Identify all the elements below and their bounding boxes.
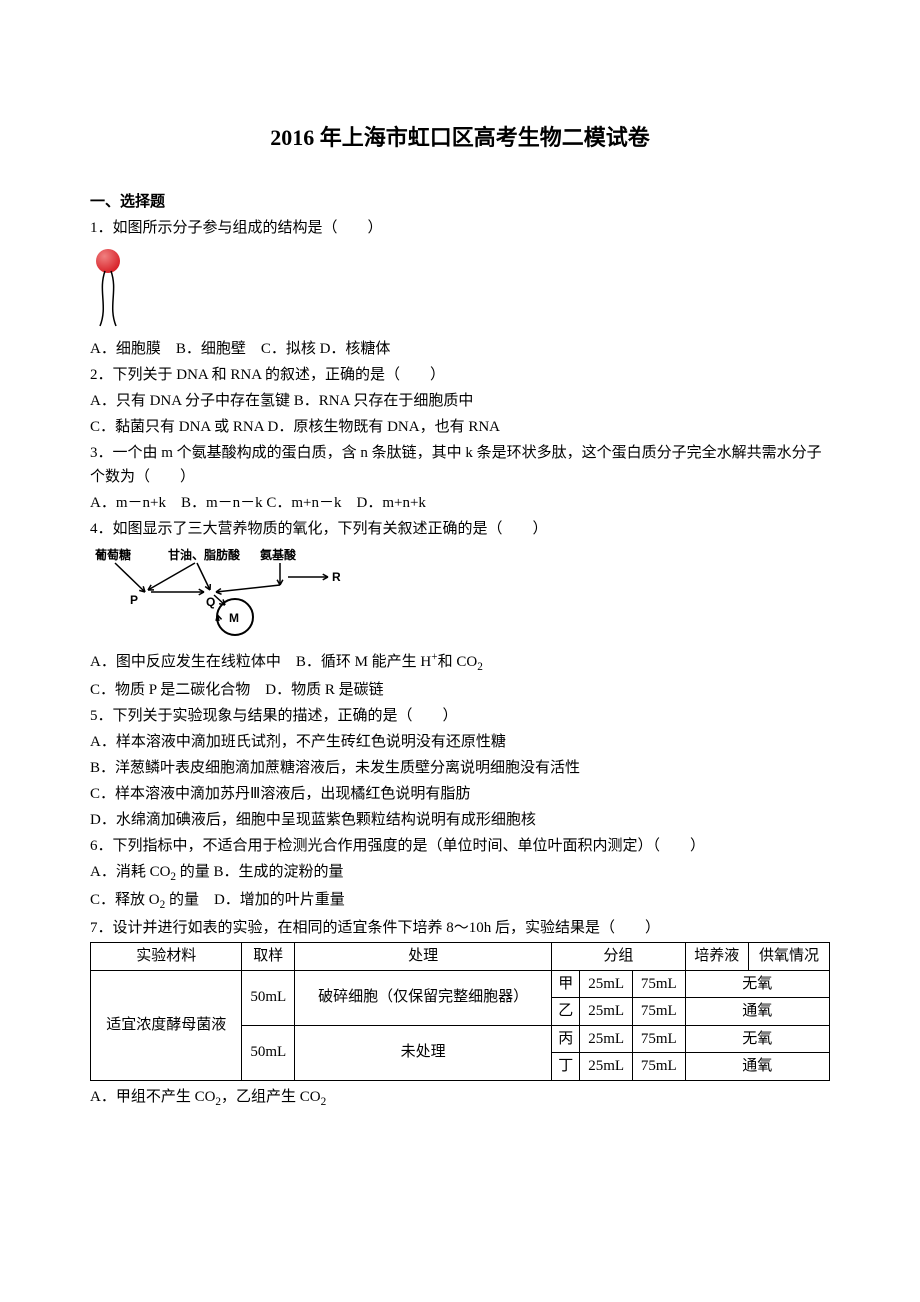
metabolism-diagram-icon: 葡萄糖 甘油、脂肪酸 氨基酸 P Q R M	[90, 547, 345, 642]
q5-opt-c: C．样本溶液中滴加苏丹Ⅲ溶液后，出现橘红色说明有脂肪	[90, 782, 830, 806]
cell-vol1: 25mL	[580, 1053, 633, 1081]
page-title: 2016 年上海市虹口区高考生物二模试卷	[90, 120, 830, 155]
table-row: 适宜浓度酵母菌液 50mL 破碎细胞（仅保留完整细胞器） 甲 25mL 75mL…	[91, 970, 830, 998]
q4-opt-cd: C．物质 P 是二碳化合物 D．物质 R 是碳链	[90, 678, 830, 702]
cell-treat: 未处理	[295, 1025, 552, 1080]
cell-vol2: 75mL	[632, 1025, 685, 1053]
cell-sample: 50mL	[242, 970, 295, 1025]
svg-text:R: R	[332, 570, 341, 584]
table-header-row: 实验材料 取样 处理 分组 培养液 供氧情况	[91, 943, 830, 971]
cell-group: 丁	[552, 1053, 580, 1081]
cell-material: 适宜浓度酵母菌液	[91, 970, 242, 1080]
q5-opt-a: A．样本溶液中滴加班氏试剂，不产生砖红色说明没有还原性糖	[90, 730, 830, 754]
svg-text:葡萄糖: 葡萄糖	[94, 547, 131, 562]
th-group: 分组	[552, 943, 685, 971]
cell-vol2: 75mL	[632, 1053, 685, 1081]
svg-text:甘油、脂肪酸: 甘油、脂肪酸	[168, 547, 241, 562]
th-oxygen: 供氧情况	[748, 943, 829, 971]
q3-options: A．m－n+k B．m－n－k C．m+n－k D．m+n+k	[90, 491, 830, 515]
q2-opt-cd: C．黏菌只有 DNA 或 RNA D．原核生物既有 DNA，也有 RNA	[90, 415, 830, 439]
cell-group: 甲	[552, 970, 580, 998]
q5-opt-b: B．洋葱鳞叶表皮细胞滴加蔗糖溶液后，未发生质壁分离说明细胞没有活性	[90, 756, 830, 780]
section-heading: 一、选择题	[90, 190, 830, 214]
phospholipid-icon	[90, 246, 150, 331]
exam-page: 2016 年上海市虹口区高考生物二模试卷 一、选择题 1．如图所示分子参与组成的…	[0, 0, 920, 1173]
q2-stem: 2．下列关于 DNA 和 RNA 的叙述，正确的是（ ）	[90, 363, 830, 387]
cell-vol2: 75mL	[632, 998, 685, 1026]
cell-cond: 通氧	[685, 998, 829, 1026]
q1-stem: 1．如图所示分子参与组成的结构是（ ）	[90, 216, 830, 240]
cell-cond: 无氧	[685, 970, 829, 998]
q6-opt-cd: C．释放 O2 的量 D．增加的叶片重量	[90, 888, 830, 914]
th-medium: 培养液	[685, 943, 748, 971]
q5-stem: 5．下列关于实验现象与结果的描述，正确的是（ ）	[90, 704, 830, 728]
th-treat: 处理	[295, 943, 552, 971]
cell-vol1: 25mL	[580, 998, 633, 1026]
q6-stem: 6．下列指标中，不适合用于检测光合作用强度的是（单位时间、单位叶面积内测定）（ …	[90, 834, 830, 858]
cell-group: 丙	[552, 1025, 580, 1053]
cell-group: 乙	[552, 998, 580, 1026]
cell-cond: 通氧	[685, 1053, 829, 1081]
cell-treat: 破碎细胞（仅保留完整细胞器）	[295, 970, 552, 1025]
q1-options: A．细胞膜 B．细胞壁 C．拟核 D．核糖体	[90, 337, 830, 361]
q7-table: 实验材料 取样 处理 分组 培养液 供氧情况 适宜浓度酵母菌液 50mL 破碎细…	[90, 942, 830, 1081]
q1-figure	[90, 246, 830, 331]
q3-stem: 3．一个由 m 个氨基酸构成的蛋白质，含 n 条肽链，其中 k 条是环状多肽，这…	[90, 441, 830, 489]
svg-text:Q: Q	[206, 595, 215, 609]
q4-opt-ab: A．图中反应发生在线粒体中 B．循环 M 能产生 H+和 CO2	[90, 648, 830, 676]
q4-stem: 4．如图显示了三大营养物质的氧化，下列有关叙述正确的是（ ）	[90, 517, 830, 541]
cell-vol1: 25mL	[580, 1025, 633, 1053]
q7-stem: 7．设计并进行如表的实验，在相同的适宜条件下培养 8～10h 后，实验结果是（ …	[90, 916, 830, 940]
th-material: 实验材料	[91, 943, 242, 971]
cell-sample: 50mL	[242, 1025, 295, 1080]
cell-vol1: 25mL	[580, 970, 633, 998]
svg-text:氨基酸: 氨基酸	[260, 547, 297, 562]
th-sample: 取样	[242, 943, 295, 971]
q5-opt-d: D．水绵滴加碘液后，细胞中呈现蓝紫色颗粒结构说明有成形细胞核	[90, 808, 830, 832]
cell-cond: 无氧	[685, 1025, 829, 1053]
q2-opt-ab: A．只有 DNA 分子中存在氢键 B．RNA 只存在于细胞质中	[90, 389, 830, 413]
q6-opt-ab: A．消耗 CO2 的量 B．生成的淀粉的量	[90, 860, 830, 886]
q4-figure: 葡萄糖 甘油、脂肪酸 氨基酸 P Q R M	[90, 547, 830, 642]
svg-text:P: P	[130, 593, 138, 607]
q7-opt-a: A．甲组不产生 CO2，乙组产生 CO2	[90, 1085, 830, 1111]
cell-vol2: 75mL	[632, 970, 685, 998]
svg-text:M: M	[229, 611, 239, 625]
